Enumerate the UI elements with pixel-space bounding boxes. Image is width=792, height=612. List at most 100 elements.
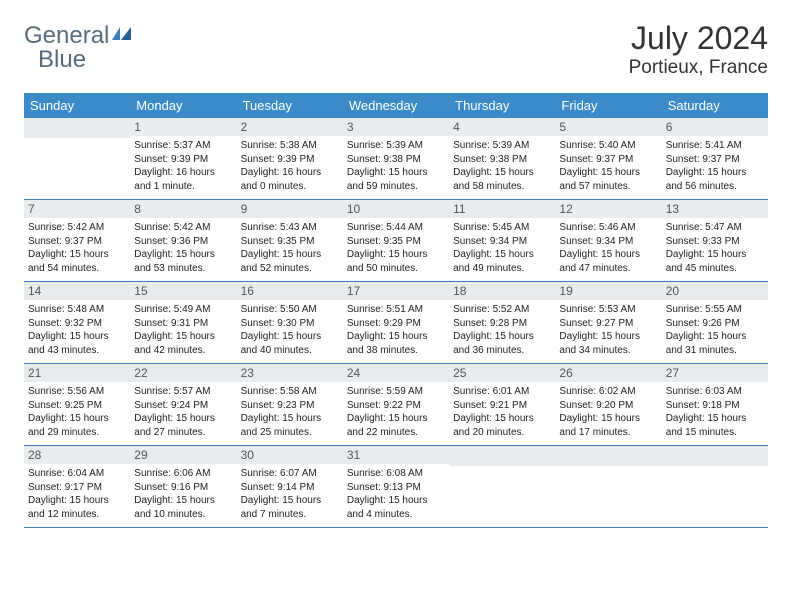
weekday-header-friday: Friday [555,93,661,118]
day-number: 31 [343,446,449,464]
weekday-header-saturday: Saturday [662,93,768,118]
day-cell-4: 4 Sunrise: 5:39 AMSunset: 9:38 PMDaylight… [449,118,555,199]
day-cell-7: 7Sunrise: 5:42 AMSunset: 9:37 PMDaylight… [24,200,130,281]
day-cell-3: 3Sunrise: 5:39 AMSunset: 9:38 PMDaylight… [343,118,449,199]
day-cell-29: 29Sunrise: 6:06 AMSunset: 9:16 PMDayligh… [130,446,236,527]
week-row: 28 Sunrise: 6:04 AMSunset: 9:17 PMDayligh… [24,446,768,528]
title-block: July 2024 Portieux, France [629,20,768,79]
day-number: 18 [449,282,555,300]
day-number: 7 [24,200,130,218]
day-cell-31: 31 Sunrise: 6:08 AMSunset: 9:13 PMDayligh… [343,446,449,527]
day-cell-23: 23 Sunrise: 5:58 AMSunset: 9:23 PMDayligh… [237,364,343,445]
day-cell-5: 5Sunrise: 5:40 AMSunset: 9:37 PMDaylight… [555,118,661,199]
day-info: Sunrise: 5:53 AMSunset: 9:27 PMDaylight:… [559,303,657,357]
day-number: 27 [662,364,768,382]
day-info: Sunrise: 5:42 AMSunset: 9:36 PMDaylight:… [134,221,232,275]
day-info: Sunrise: 5:59 AMSunset: 9:22 PMDaylight:… [347,385,445,439]
day-cell-25: 25Sunrise: 6:01 AMSunset: 9:21 PMDayligh… [449,364,555,445]
day-info: Sunrise: 5:57 AMSunset: 9:24 PMDaylight:… [134,385,232,439]
weekday-header-tuesday: Tuesday [237,93,343,118]
day-cell-24: 24 Sunrise: 5:59 AMSunset: 9:22 PMDayligh… [343,364,449,445]
day-number: 17 [343,282,449,300]
weekday-header-row: SundayMondayTuesdayWednesdayThursdayFrid… [24,93,768,118]
day-number: 30 [237,446,343,464]
day-cell-16: 16 Sunrise: 5:50 AMSunset: 9:30 PMDayligh… [237,282,343,363]
day-info: Sunrise: 5:52 AMSunset: 9:28 PMDaylight:… [453,303,551,357]
day-number: 25 [449,364,555,382]
day-info: Sunrise: 6:08 AMSunset: 9:13 PMDaylight:… [347,467,445,521]
month-title: July 2024 [629,20,768,57]
day-number: 6 [662,118,768,136]
day-number: 2 [237,118,343,136]
day-info: Sunrise: 5:46 AMSunset: 9:34 PMDaylight:… [559,221,657,275]
day-number: 21 [24,364,130,382]
day-info: Sunrise: 5:55 AMSunset: 9:26 PMDaylight:… [666,303,764,357]
day-number: 28 [24,446,130,464]
calendar: SundayMondayTuesdayWednesdayThursdayFrid… [24,93,768,528]
brand-text-gray: General [24,24,109,48]
day-number: 14 [24,282,130,300]
day-cell-28: 28 Sunrise: 6:04 AMSunset: 9:17 PMDayligh… [24,446,130,527]
day-cell-13: 13Sunrise: 5:47 AMSunset: 9:33 PMDayligh… [662,200,768,281]
week-row: 7Sunrise: 5:42 AMSunset: 9:37 PMDaylight… [24,200,768,282]
empty-cell [449,446,555,527]
weekday-header-sunday: Sunday [24,93,130,118]
day-cell-18: 18 Sunrise: 5:52 AMSunset: 9:28 PMDayligh… [449,282,555,363]
day-cell-27: 27Sunrise: 6:03 AMSunset: 9:18 PMDayligh… [662,364,768,445]
day-number: 23 [237,364,343,382]
day-cell-19: 19 Sunrise: 5:53 AMSunset: 9:27 PMDayligh… [555,282,661,363]
day-info: Sunrise: 5:49 AMSunset: 9:31 PMDaylight:… [134,303,232,357]
day-cell-14: 14 Sunrise: 5:48 AMSunset: 9:32 PMDayligh… [24,282,130,363]
flag-icon [112,27,132,45]
day-number: 26 [555,364,661,382]
day-number: 19 [555,282,661,300]
day-info: Sunrise: 5:56 AMSunset: 9:25 PMDaylight:… [28,385,126,439]
empty-cell [555,446,661,527]
day-info: Sunrise: 5:37 AMSunset: 9:39 PMDaylight:… [134,139,232,193]
weekday-header-thursday: Thursday [449,93,555,118]
day-cell-17: 17Sunrise: 5:51 AMSunset: 9:29 PMDayligh… [343,282,449,363]
week-row: 14 Sunrise: 5:48 AMSunset: 9:32 PMDayligh… [24,282,768,364]
day-number: 13 [662,200,768,218]
day-cell-2: 2 Sunrise: 5:38 AMSunset: 9:39 PMDaylight… [237,118,343,199]
day-info: Sunrise: 5:43 AMSunset: 9:35 PMDaylight:… [241,221,339,275]
day-number: 22 [130,364,236,382]
day-number: 4 [449,118,555,136]
day-info: Sunrise: 5:38 AMSunset: 9:39 PMDaylight:… [241,139,339,193]
day-info: Sunrise: 5:44 AMSunset: 9:35 PMDaylight:… [347,221,445,275]
day-info: Sunrise: 6:07 AMSunset: 9:14 PMDaylight:… [241,467,339,521]
day-info: Sunrise: 5:48 AMSunset: 9:32 PMDaylight:… [28,303,126,357]
day-info: Sunrise: 6:04 AMSunset: 9:17 PMDaylight:… [28,467,126,521]
day-number: 11 [449,200,555,218]
day-number [662,446,768,466]
day-info: Sunrise: 5:41 AMSunset: 9:37 PMDaylight:… [666,139,764,193]
day-cell-11: 11Sunrise: 5:45 AMSunset: 9:34 PMDayligh… [449,200,555,281]
day-number: 16 [237,282,343,300]
day-cell-10: 10Sunrise: 5:44 AMSunset: 9:35 PMDayligh… [343,200,449,281]
day-cell-30: 30 Sunrise: 6:07 AMSunset: 9:14 PMDayligh… [237,446,343,527]
day-number: 24 [343,364,449,382]
empty-cell [662,446,768,527]
day-info: Sunrise: 5:39 AMSunset: 9:38 PMDaylight:… [453,139,551,193]
location-text: Portieux, France [629,57,768,79]
day-number [24,118,130,138]
empty-cell [24,118,130,199]
day-cell-22: 22 Sunrise: 5:57 AMSunset: 9:24 PMDayligh… [130,364,236,445]
week-row: 21 Sunrise: 5:56 AMSunset: 9:25 PMDayligh… [24,364,768,446]
day-cell-6: 6 Sunrise: 5:41 AMSunset: 9:37 PMDaylight… [662,118,768,199]
day-number [449,446,555,466]
day-number: 5 [555,118,661,136]
day-info: Sunrise: 6:02 AMSunset: 9:20 PMDaylight:… [559,385,657,439]
day-cell-1: 1Sunrise: 5:37 AMSunset: 9:39 PMDaylight… [130,118,236,199]
weekday-header-monday: Monday [130,93,236,118]
day-info: Sunrise: 5:58 AMSunset: 9:23 PMDaylight:… [241,385,339,439]
day-info: Sunrise: 5:50 AMSunset: 9:30 PMDaylight:… [241,303,339,357]
brand-logo: GeneralBlue [24,24,134,72]
day-number: 15 [130,282,236,300]
day-number: 9 [237,200,343,218]
day-number: 8 [130,200,236,218]
day-cell-20: 20Sunrise: 5:55 AMSunset: 9:26 PMDayligh… [662,282,768,363]
day-cell-12: 12Sunrise: 5:46 AMSunset: 9:34 PMDayligh… [555,200,661,281]
weekday-header-wednesday: Wednesday [343,93,449,118]
day-number [555,446,661,466]
